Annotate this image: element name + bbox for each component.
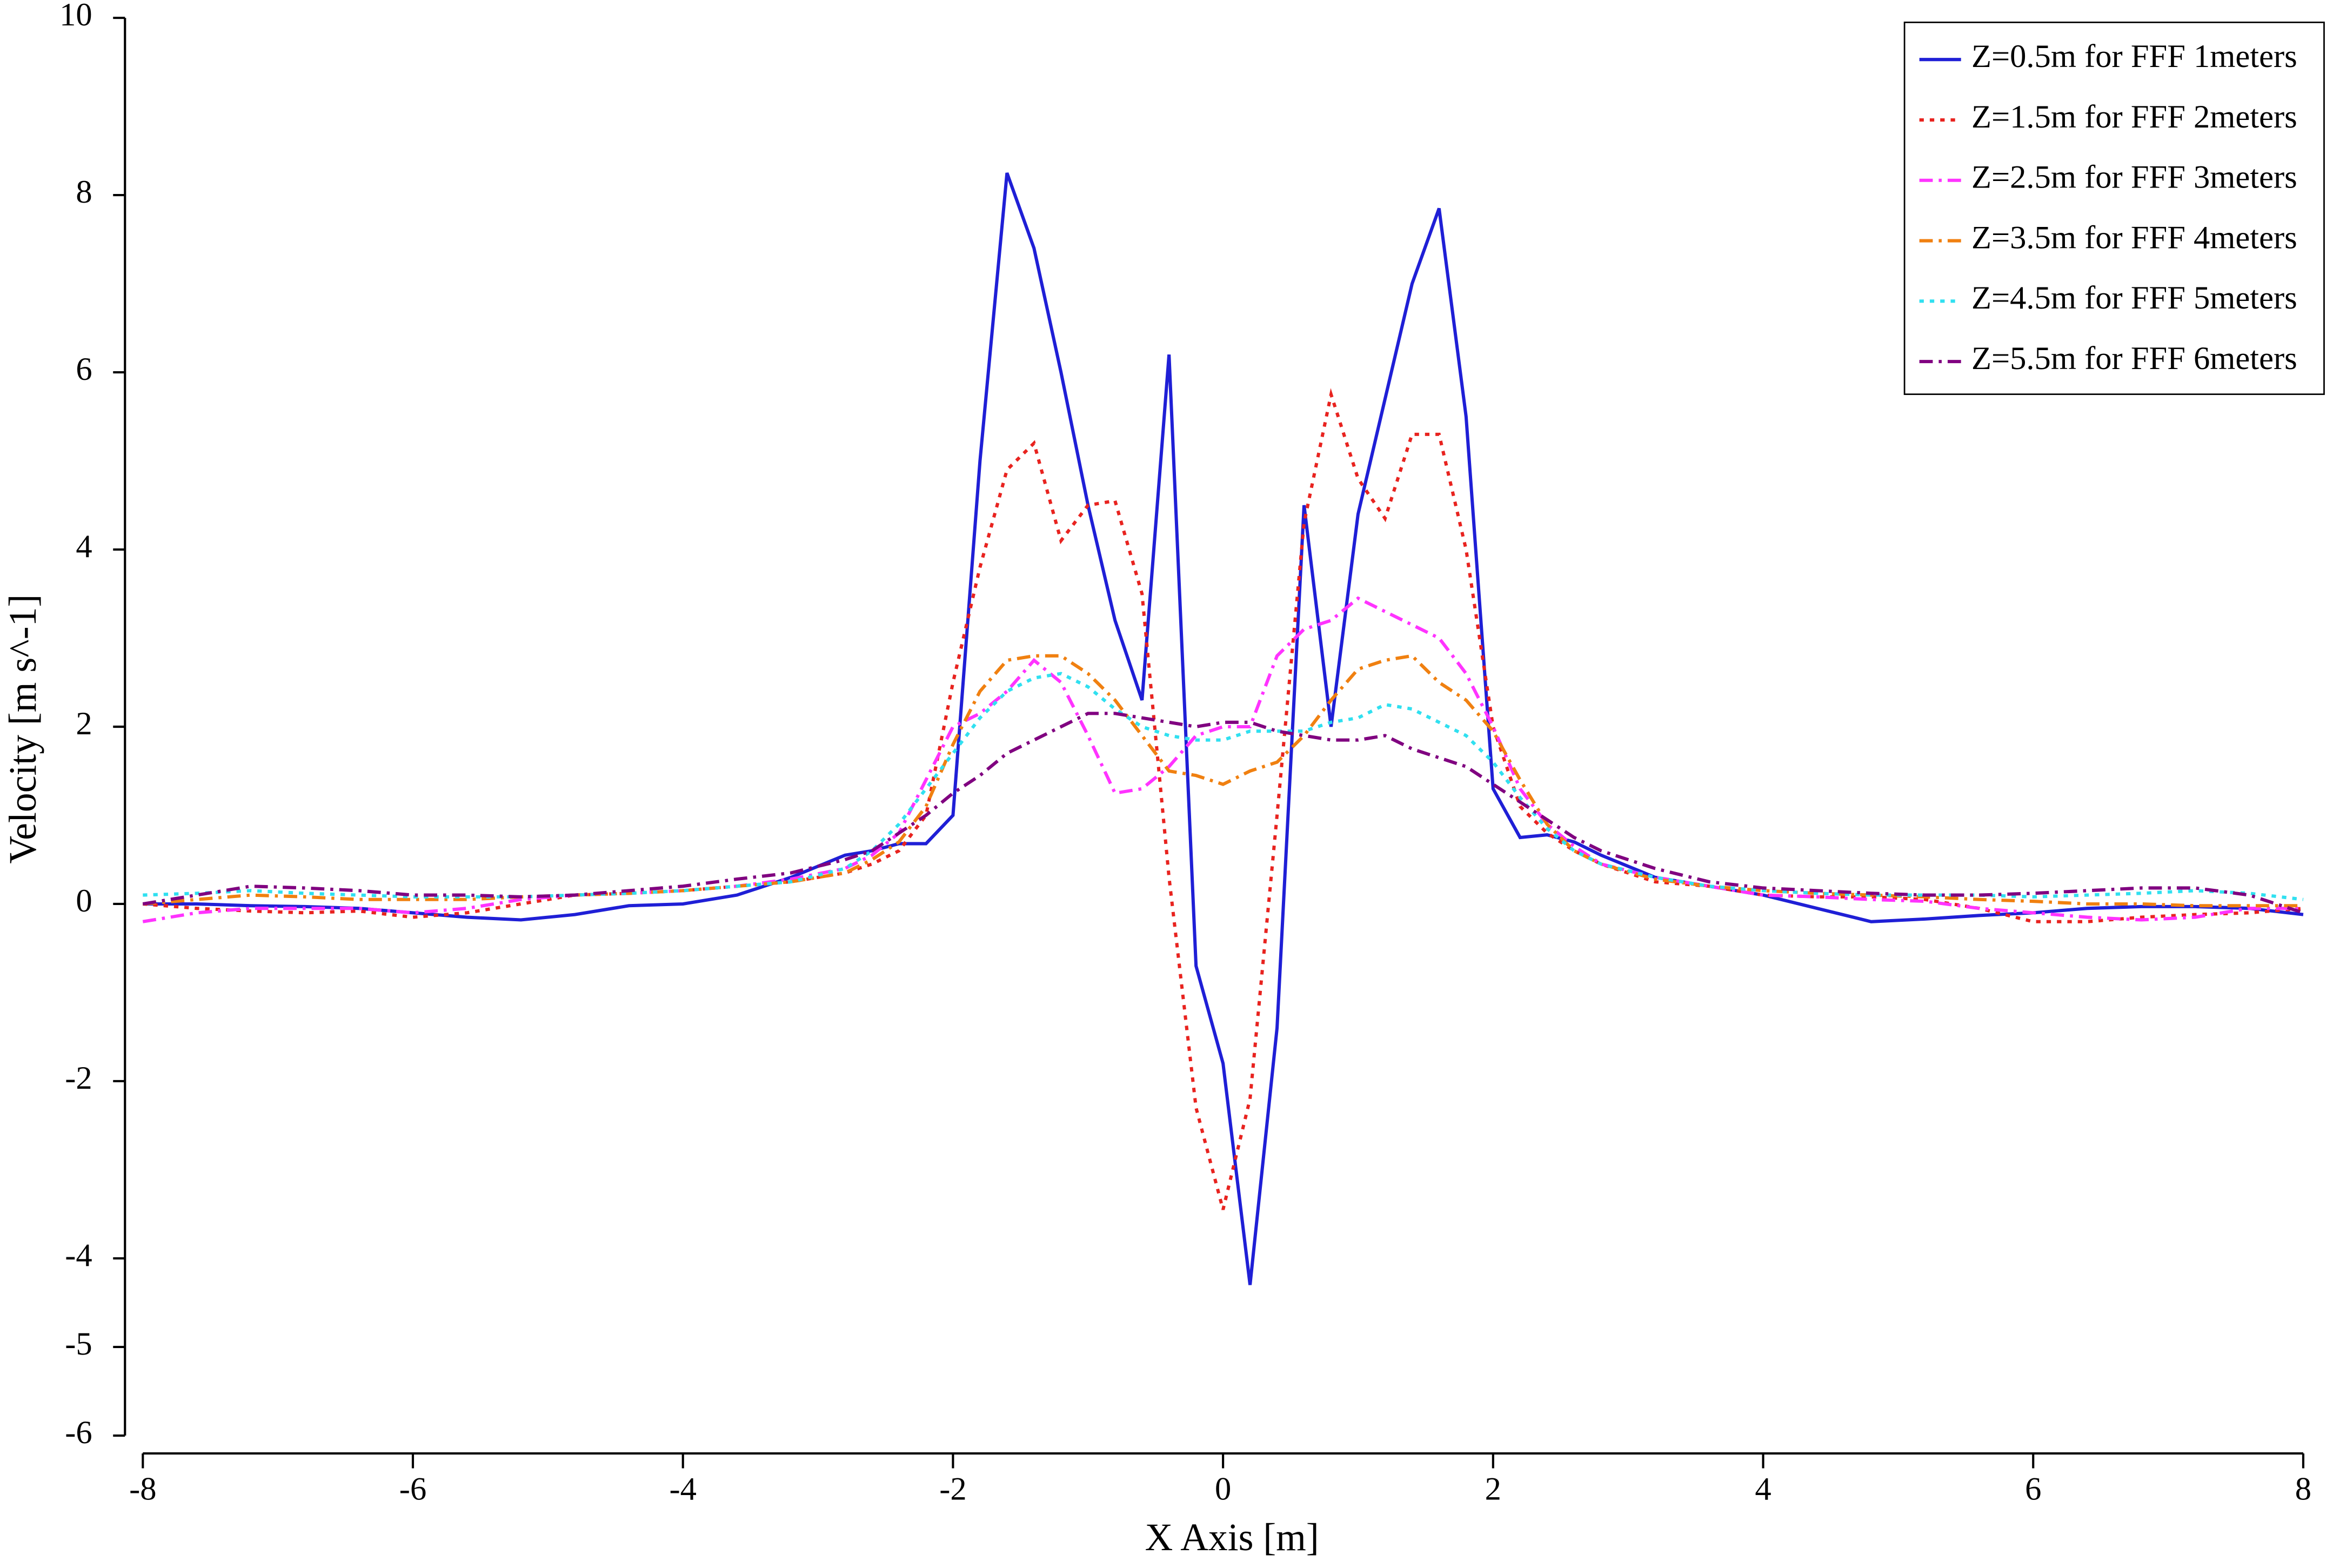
legend-label: Z=2.5m for FFF 3meters xyxy=(1971,159,2297,196)
y-tick-label: 10 xyxy=(59,0,92,33)
series-line xyxy=(143,388,2304,1210)
series-line xyxy=(142,596,2303,923)
y-tick-label: -5 xyxy=(65,1326,92,1362)
x-tick-label: 6 xyxy=(2025,1471,2041,1507)
x-tick-label: -4 xyxy=(669,1471,696,1507)
y-tick-label: 4 xyxy=(76,528,92,565)
x-tick-label: -6 xyxy=(399,1471,426,1507)
legend-label: Z=3.5m for FFF 4meters xyxy=(1971,219,2297,256)
x-tick-label: 0 xyxy=(1215,1471,1231,1507)
x-tick-label: -2 xyxy=(939,1471,966,1507)
legend-label: Z=4.5m for FFF 5meters xyxy=(1971,280,2297,316)
series-line xyxy=(143,654,2303,908)
legend-label: Z=1.5m for FFF 2meters xyxy=(1971,99,2297,135)
series-line xyxy=(143,672,2304,901)
legend xyxy=(1903,21,2325,396)
x-tick-label: -8 xyxy=(129,1471,156,1507)
x-tick-label: 8 xyxy=(2295,1471,2311,1507)
series-line xyxy=(142,712,2304,915)
y-tick-label: 6 xyxy=(76,351,92,387)
y-tick-label: 2 xyxy=(76,706,92,742)
x-axis-label: X Axis [m] xyxy=(1145,1516,1319,1559)
y-tick-label: 0 xyxy=(76,883,92,919)
y-tick-label: -4 xyxy=(65,1237,92,1274)
legend-label: Z=0.5m for FFF 1meters xyxy=(1971,38,2297,75)
x-tick-label: 2 xyxy=(1485,1471,1501,1507)
series-line xyxy=(143,172,2304,1285)
y-tick-label: -6 xyxy=(65,1415,92,1451)
y-axis-label: Velocity [m s^-1] xyxy=(2,594,44,864)
y-tick-label: -2 xyxy=(65,1060,92,1096)
y-tick-label: 8 xyxy=(76,174,92,210)
legend-label: Z=5.5m for FFF 6meters xyxy=(1971,340,2297,377)
x-tick-label: 4 xyxy=(1755,1471,1771,1507)
